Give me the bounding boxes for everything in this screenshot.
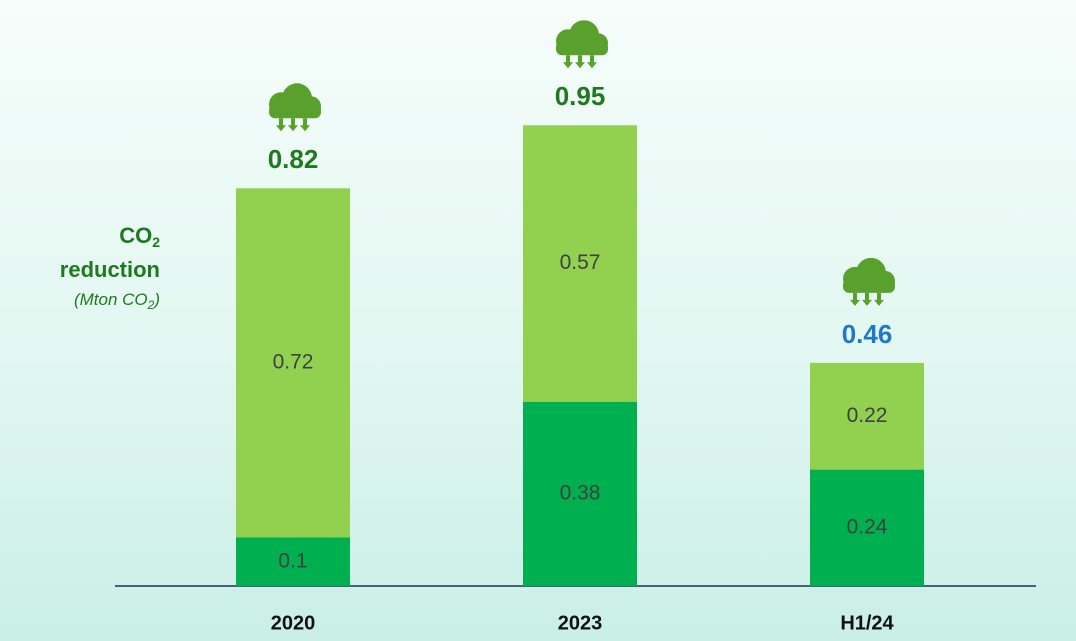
bar-segment <box>236 537 350 586</box>
y-label-unit: (Mton CO2) <box>74 290 160 312</box>
co2-icon <box>843 257 895 306</box>
y-label-title-line2: reduction <box>60 257 160 282</box>
x-tick-label: H1/24 <box>840 612 894 634</box>
y-unit-subscript: 2 <box>147 298 155 312</box>
segment-label: 0.24 <box>847 515 888 538</box>
icon-part <box>874 299 884 306</box>
y-unit-text: (Mton CO <box>74 290 148 309</box>
y-label-text: CO <box>119 223 152 248</box>
segment-label: 0.1 <box>278 549 307 572</box>
bar-segment <box>236 188 350 538</box>
co2-icon <box>556 20 608 69</box>
icon-part <box>587 62 597 69</box>
icon-part <box>300 125 310 132</box>
total-label: 0.95 <box>555 81 606 111</box>
co2-icon <box>269 83 321 132</box>
y-label-title: CO2 <box>119 223 160 250</box>
bar-segment <box>810 362 924 470</box>
total-label: 0.46 <box>842 319 893 349</box>
icon-part <box>853 292 857 301</box>
icon-part <box>575 62 585 69</box>
segment-label: 0.57 <box>560 251 601 274</box>
icon-part <box>843 278 895 293</box>
total-label: 0.82 <box>268 144 319 174</box>
icon-part <box>578 55 582 64</box>
icon-part <box>288 125 298 132</box>
icon-part <box>303 118 307 127</box>
icon-part <box>590 55 594 64</box>
x-tick-label: 2020 <box>271 612 316 634</box>
icon-part <box>556 41 608 56</box>
icon-part <box>566 55 570 64</box>
segment-label: 0.22 <box>847 404 888 427</box>
segment-label: 0.72 <box>273 350 314 373</box>
x-tick-label: 2023 <box>558 612 603 634</box>
y-unit-text: ) <box>152 290 160 309</box>
icon-part <box>563 62 573 69</box>
icon-part <box>850 299 860 306</box>
bar-segment <box>810 469 924 586</box>
y-label-subscript: 2 <box>152 234 160 250</box>
icon-part <box>276 125 286 132</box>
icon-part <box>862 299 872 306</box>
bar-segment <box>523 125 637 402</box>
icon-part <box>865 292 869 301</box>
icon-part <box>269 104 321 119</box>
icon-part <box>291 118 295 127</box>
segment-label: 0.38 <box>560 481 601 504</box>
bar-segment <box>523 401 637 586</box>
icon-part <box>877 292 881 301</box>
icon-part <box>279 118 283 127</box>
